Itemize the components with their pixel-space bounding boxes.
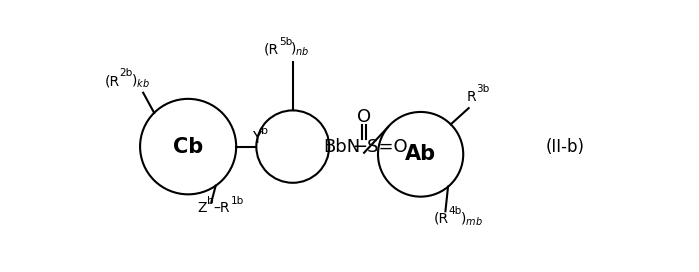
Text: BbN: BbN <box>323 138 360 156</box>
Text: Z: Z <box>197 201 207 215</box>
Text: Y: Y <box>252 131 261 146</box>
Text: 2b: 2b <box>119 68 132 78</box>
Text: O: O <box>357 108 371 126</box>
Text: –R: –R <box>213 201 229 215</box>
Text: Ab: Ab <box>405 144 436 164</box>
Text: 4b: 4b <box>449 206 462 216</box>
Text: 1b: 1b <box>231 196 244 206</box>
Text: (R: (R <box>264 43 279 57</box>
Text: Cb: Cb <box>173 137 203 157</box>
Text: )$_{kb}$: )$_{kb}$ <box>131 72 150 90</box>
Text: −S=O: −S=O <box>352 138 408 156</box>
Text: R: R <box>467 89 477 104</box>
Text: (II-b): (II-b) <box>545 138 584 156</box>
Text: (R: (R <box>104 74 120 88</box>
Text: 5b: 5b <box>279 37 292 47</box>
Text: )$_{nb}$: )$_{nb}$ <box>290 41 310 58</box>
Text: b: b <box>261 126 268 136</box>
Text: )$_{mb}$: )$_{mb}$ <box>460 210 483 228</box>
Text: (R: (R <box>434 212 449 226</box>
Text: b: b <box>207 196 213 206</box>
Text: 3b: 3b <box>477 84 490 94</box>
